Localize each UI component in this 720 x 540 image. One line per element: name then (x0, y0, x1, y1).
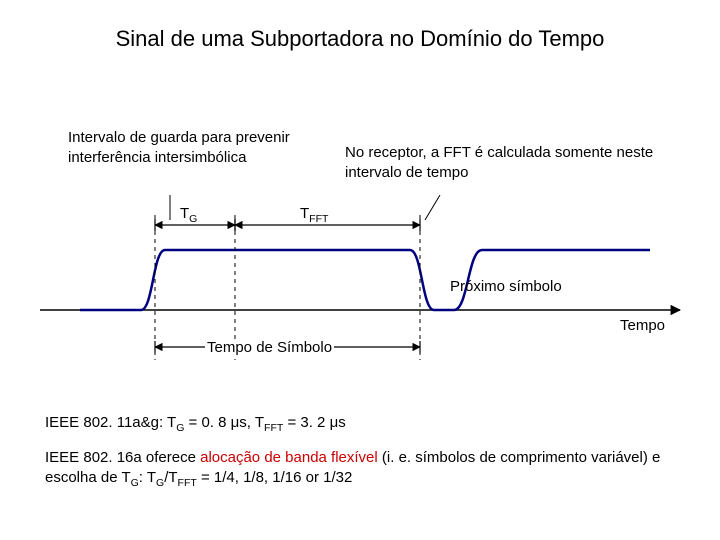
footer-line-2: IEEE 802. 16a oferece alocação de banda … (45, 448, 675, 490)
next-symbol-label: Próximo símbolo (450, 278, 562, 295)
time-axis-label: Tempo (620, 317, 665, 334)
symbol-time-label: Tempo de Símbolo (205, 339, 334, 356)
tfft-label: TFFT (300, 205, 328, 225)
footer-line-1: IEEE 802. 11a&g: TG = 0. 8 μs, TFFT = 3.… (45, 413, 675, 435)
tg-label: TG (180, 205, 197, 225)
